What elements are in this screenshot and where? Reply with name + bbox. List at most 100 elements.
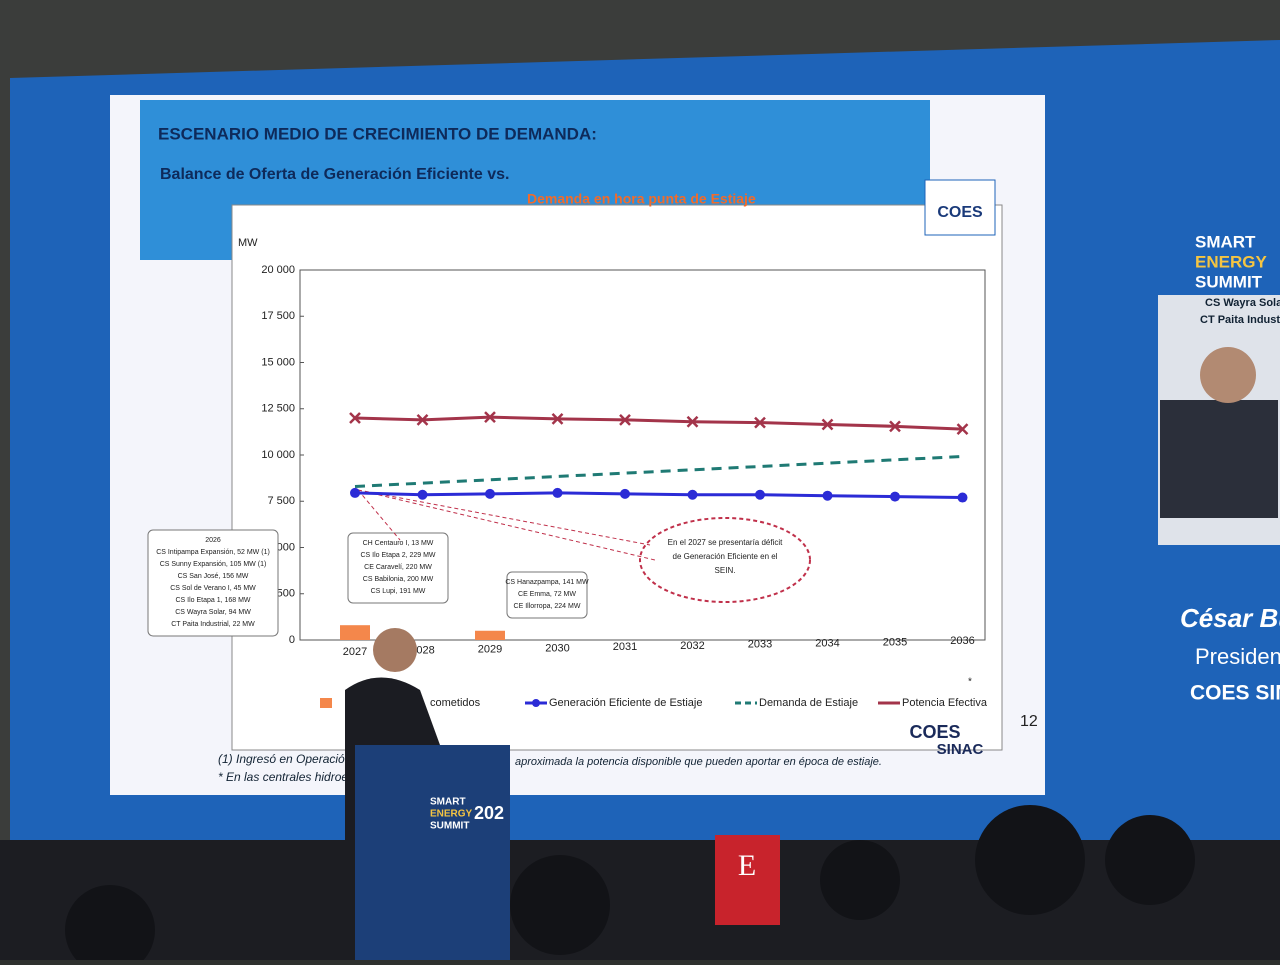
annotation-text: CS Intipampa Expansión, 52 MW (1) [156, 549, 270, 556]
point [822, 490, 833, 501]
annotation-text: CS Sunny Expansión, 105 MW (1) [160, 561, 267, 568]
chart-frame [231, 204, 1003, 751]
x-tick-label: 2027 [343, 646, 367, 658]
annotation-text: 2026 [205, 537, 221, 544]
point [551, 413, 564, 425]
y-tick-label: 20 000 [261, 264, 295, 276]
x-tick-label: 2029 [478, 644, 502, 656]
video-caption: CT Paita Industrial, 2 [1200, 314, 1280, 326]
point [957, 492, 968, 503]
annotation-text: CS Wayra Solar, 94 MW [175, 609, 251, 616]
y-tick-label: 12 500 [261, 403, 295, 415]
series-line [354, 491, 963, 500]
brand: SMART [1195, 232, 1256, 251]
point [686, 415, 699, 428]
annotation-box [506, 571, 588, 619]
point [956, 423, 969, 435]
sign [715, 835, 780, 925]
podium [355, 745, 510, 960]
audience-head [1105, 815, 1195, 905]
bar [340, 625, 370, 640]
callout-pointer [357, 489, 656, 561]
speaker-name: César Butr [1180, 603, 1280, 633]
footnote: (1) Ingresó en Operación [218, 752, 352, 766]
bar [475, 630, 505, 640]
podium-brand: ENERGY [430, 809, 473, 820]
point [417, 489, 428, 500]
audience-head [510, 855, 610, 955]
logo-box [924, 179, 996, 236]
callout-text: En el 2027 se presentaría déficit [668, 538, 784, 547]
footnote: aproximada la potencia disponible que pu… [515, 756, 882, 768]
annotation-text: CS Ilo Etapa 2, 229 MW [360, 552, 435, 559]
brand: ENERGY [1195, 252, 1267, 271]
point [349, 412, 361, 424]
annotation-text: CH Centauro I, 13 MW [363, 540, 434, 547]
footnote: * En las centrales hidroe [218, 770, 348, 784]
audience-head [975, 805, 1085, 915]
series-line [354, 415, 963, 431]
y-tick-label: 15 000 [261, 356, 295, 368]
chart-title: ESCENARIO MEDIO DE CRECIMIENTO DE DEMAND… [158, 124, 597, 143]
legend-label: cometidos [430, 697, 481, 709]
point [619, 413, 631, 426]
annotation-text: CS Babilonia, 200 MW [363, 576, 434, 583]
y-tick-label: 10 000 [261, 449, 295, 461]
y-tick-label: 17 500 [261, 310, 295, 322]
point [416, 413, 429, 426]
podium-year: 202 [474, 803, 504, 823]
point [687, 489, 698, 500]
annotation-text: CS Ilo Etapa 1, 168 MW [175, 597, 250, 604]
point [620, 488, 630, 499]
chart-subtitle-highlight: Demanda en hora punta de Estiaje [527, 191, 756, 207]
annotation-text: CS Sol de Verano I, 45 MW [170, 585, 256, 592]
speaker-org: COES SIN [1190, 682, 1280, 705]
annotation-text: CE Caravelí, 220 MW [364, 564, 432, 571]
legend-label: Generación Eficiente de Estiaje [549, 697, 702, 709]
legend-label: Demanda de Estiaje [759, 697, 858, 709]
point [350, 487, 360, 498]
callout-text: de Generación Eficiente en el [673, 552, 778, 561]
point [754, 416, 766, 429]
y-tick-label: 0 [289, 634, 295, 646]
video-caption: CS Wayra Solar, 94 [1205, 297, 1280, 309]
speaker-head [1200, 347, 1256, 403]
legend-swatch [320, 698, 332, 708]
annotation-text: CS Lupi, 191 MW [371, 588, 426, 595]
footer-logo: SINAC [937, 741, 984, 758]
audience-head [65, 885, 155, 965]
point [821, 418, 834, 431]
annotation-text: CS San José, 156 MW [178, 573, 249, 580]
annotation-text: CS Hanazpampa, 141 MW [505, 579, 589, 586]
x-tick-label: 2035 [883, 636, 907, 648]
point [755, 489, 765, 500]
x-tick-label: 2036 [950, 635, 974, 647]
audience-head [820, 840, 900, 920]
speaker-head [373, 628, 417, 672]
brand: SUMMIT [1195, 272, 1263, 291]
callout-bubble [639, 517, 811, 603]
logo: COES [937, 204, 983, 221]
annotation-text: CE Illorropa, 224 MW [514, 603, 581, 610]
footer-logo: COES [909, 722, 960, 742]
callout-text: SEIN. [715, 566, 736, 575]
annotation-text: CT Paita Industrial, 22 MW [171, 621, 255, 628]
annotation-text: CE Emma, 72 MW [518, 591, 576, 598]
speaker-video [1160, 400, 1278, 518]
x-tick-label: 2033 [748, 639, 772, 651]
annotation-box [347, 532, 449, 604]
y-tick-label: 7 500 [267, 495, 295, 507]
x-tick-label: 2032 [680, 640, 704, 652]
page-number: 12 [1020, 713, 1038, 730]
legend-note: * [968, 677, 972, 688]
point [485, 488, 495, 499]
podium-brand: SUMMIT [430, 821, 469, 832]
speaker-role: Presiden [1195, 644, 1280, 669]
chart-subtitle: Balance de Oferta de Generación Eficient… [160, 166, 509, 183]
audience-area [0, 840, 1280, 960]
sign-letter: E [738, 849, 756, 882]
point [484, 411, 496, 423]
point [889, 420, 901, 433]
